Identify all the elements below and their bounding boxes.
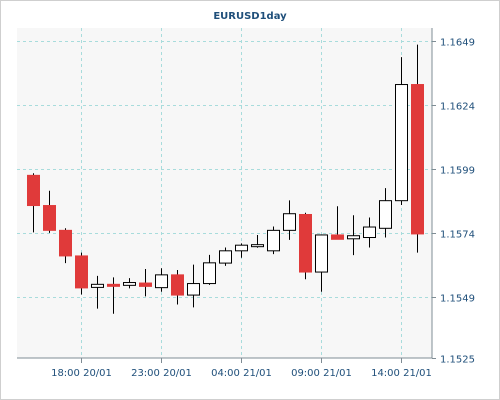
candle (91, 275, 104, 309)
plot-area (17, 28, 432, 358)
candle-body-bullish (347, 235, 360, 240)
y-tick-label: 1.1624 (440, 102, 475, 113)
x-tick-label: 04:00 21/01 (211, 368, 272, 379)
x-tick-label: 18:00 20/01 (51, 368, 112, 379)
candle (59, 228, 72, 264)
candle-body-bullish (187, 283, 200, 296)
candle (331, 206, 344, 240)
candle (395, 57, 408, 206)
candle (267, 226, 280, 255)
candle (235, 243, 248, 258)
candle-body-bullish (315, 234, 328, 273)
candle-body-bullish (251, 244, 264, 248)
candle-body-bullish (155, 274, 168, 289)
candle (171, 270, 184, 305)
candle (315, 234, 328, 292)
candle (187, 264, 200, 308)
candle-body-bullish (219, 250, 232, 264)
candle-body-bearish (171, 274, 184, 296)
candle-body-bullish (379, 200, 392, 229)
candle-body-bullish (283, 213, 296, 231)
candle (75, 252, 88, 295)
candle-body-bearish (59, 229, 72, 257)
y-tick-label: 1.1574 (440, 230, 475, 241)
chart-title: EURUSD1day (213, 11, 287, 22)
candle (155, 268, 168, 292)
candle (43, 190, 56, 233)
candle-body-bullish (203, 262, 216, 285)
candle-body-bearish (299, 213, 312, 273)
x-tick-label: 09:00 21/01 (291, 368, 352, 379)
candle-body-bullish (267, 229, 280, 252)
candle (379, 188, 392, 238)
y-tick-label: 1.1599 (440, 166, 475, 177)
candle-body-bearish (139, 282, 152, 287)
candle (219, 247, 232, 266)
candles (27, 44, 424, 314)
y-tick-label: 1.1525 (440, 355, 475, 366)
candle (299, 212, 312, 280)
y-axis: 1.1649 1.1624 1.1599 1.1574 1.1549 1.1525 (432, 38, 475, 366)
candle-body-bullish (91, 283, 104, 288)
candle-body-bullish (395, 84, 408, 202)
x-axis: 18:00 20/01 23:00 20/01 04:00 21/01 09:00 2… (51, 358, 432, 379)
candle (363, 217, 376, 248)
x-tick-label: 14:00 21/01 (371, 368, 432, 379)
candle (283, 200, 296, 240)
y-tick-label: 1.1649 (440, 38, 475, 49)
candle (123, 278, 136, 289)
candle (139, 268, 152, 297)
candle (203, 254, 216, 285)
candle-body-bearish (75, 255, 88, 289)
candle (251, 234, 264, 248)
candle-body-bearish (331, 234, 344, 240)
candle (347, 215, 360, 256)
y-tick-label: 1.1549 (440, 294, 475, 305)
candle-body-bullish (363, 226, 376, 239)
x-tick-label: 23:00 20/01 (131, 368, 192, 379)
candle-body-bearish (27, 174, 40, 207)
candle (411, 44, 424, 253)
candle-body-bullish (123, 282, 136, 286)
candle-body-bearish (43, 205, 56, 231)
candle-body-bearish (411, 84, 424, 235)
candle (107, 277, 120, 314)
candle-body-bearish (107, 283, 120, 287)
candle-body-bullish (235, 244, 248, 252)
candle (27, 173, 40, 233)
